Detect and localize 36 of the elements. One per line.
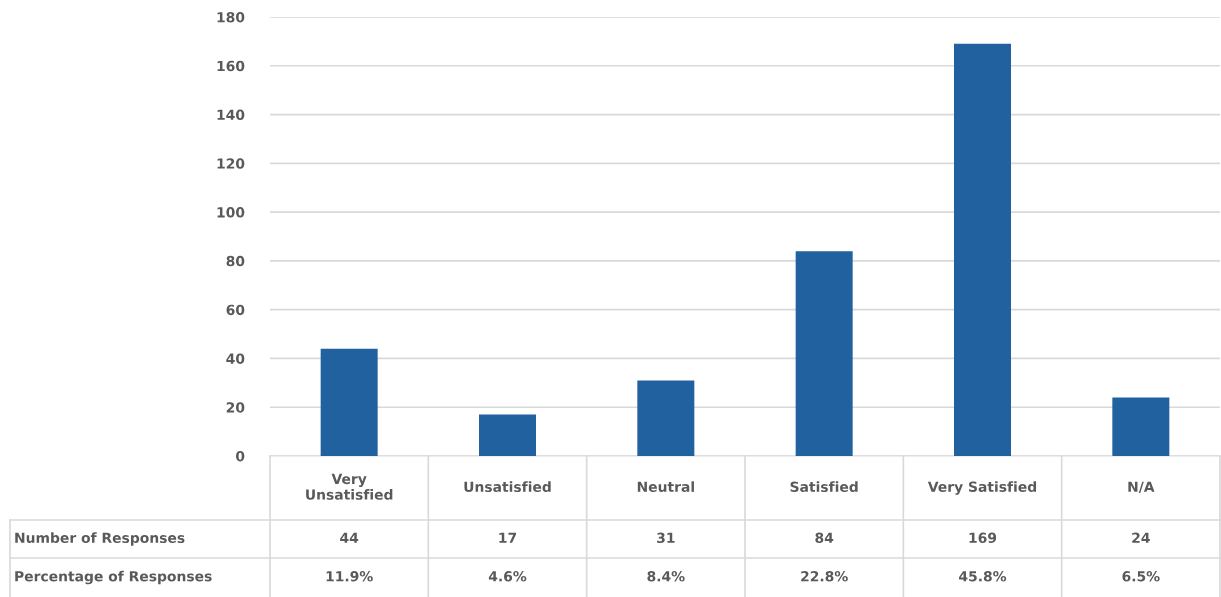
y-tick-label: 80 bbox=[226, 255, 245, 267]
text: Percentage of Responses bbox=[15, 570, 212, 585]
x-tick-label: Satisfied bbox=[790, 481, 858, 493]
bar bbox=[320, 348, 378, 456]
bar bbox=[795, 251, 853, 456]
bar bbox=[1112, 397, 1170, 456]
y-tick-label: 140 bbox=[217, 109, 245, 121]
text: 8.4% bbox=[647, 571, 685, 582]
y-tick-label: 60 bbox=[226, 304, 245, 316]
y-tick-label: 100 bbox=[217, 207, 245, 218]
text: 4.6% bbox=[488, 571, 527, 582]
data-label: 44 bbox=[340, 532, 359, 543]
data-label: 17 bbox=[499, 532, 517, 543]
y-tick-label: 40 bbox=[226, 353, 245, 364]
text: 22.8% bbox=[801, 571, 848, 582]
data-label: 24 bbox=[1132, 532, 1150, 543]
bar bbox=[637, 380, 695, 456]
x-tick-label: Very Unsatisfied bbox=[306, 473, 393, 500]
text: Number of Responses bbox=[15, 532, 185, 546]
x-tick-label: Very Satisfied bbox=[927, 481, 1037, 495]
x-tick-label: Neutral bbox=[637, 481, 694, 493]
data-label: 31 bbox=[657, 532, 675, 544]
bar bbox=[479, 414, 536, 456]
y-tick-label: 0 bbox=[236, 450, 245, 462]
data-label: 169 bbox=[969, 532, 997, 544]
data-label: 84 bbox=[815, 532, 834, 544]
x-tick-label: Unsatisfied bbox=[464, 481, 551, 493]
y-tick-label: 160 bbox=[217, 60, 245, 72]
x-tick-label: N/A bbox=[1128, 481, 1155, 494]
text: 11.9% bbox=[326, 571, 373, 582]
y-tick-label: 180 bbox=[217, 11, 245, 23]
text: 45.8% bbox=[959, 571, 1007, 582]
y-tick-label: 120 bbox=[217, 158, 245, 169]
bar bbox=[954, 43, 1011, 456]
y-tick-label: 20 bbox=[226, 402, 245, 413]
text: 6.5% bbox=[1122, 571, 1160, 582]
